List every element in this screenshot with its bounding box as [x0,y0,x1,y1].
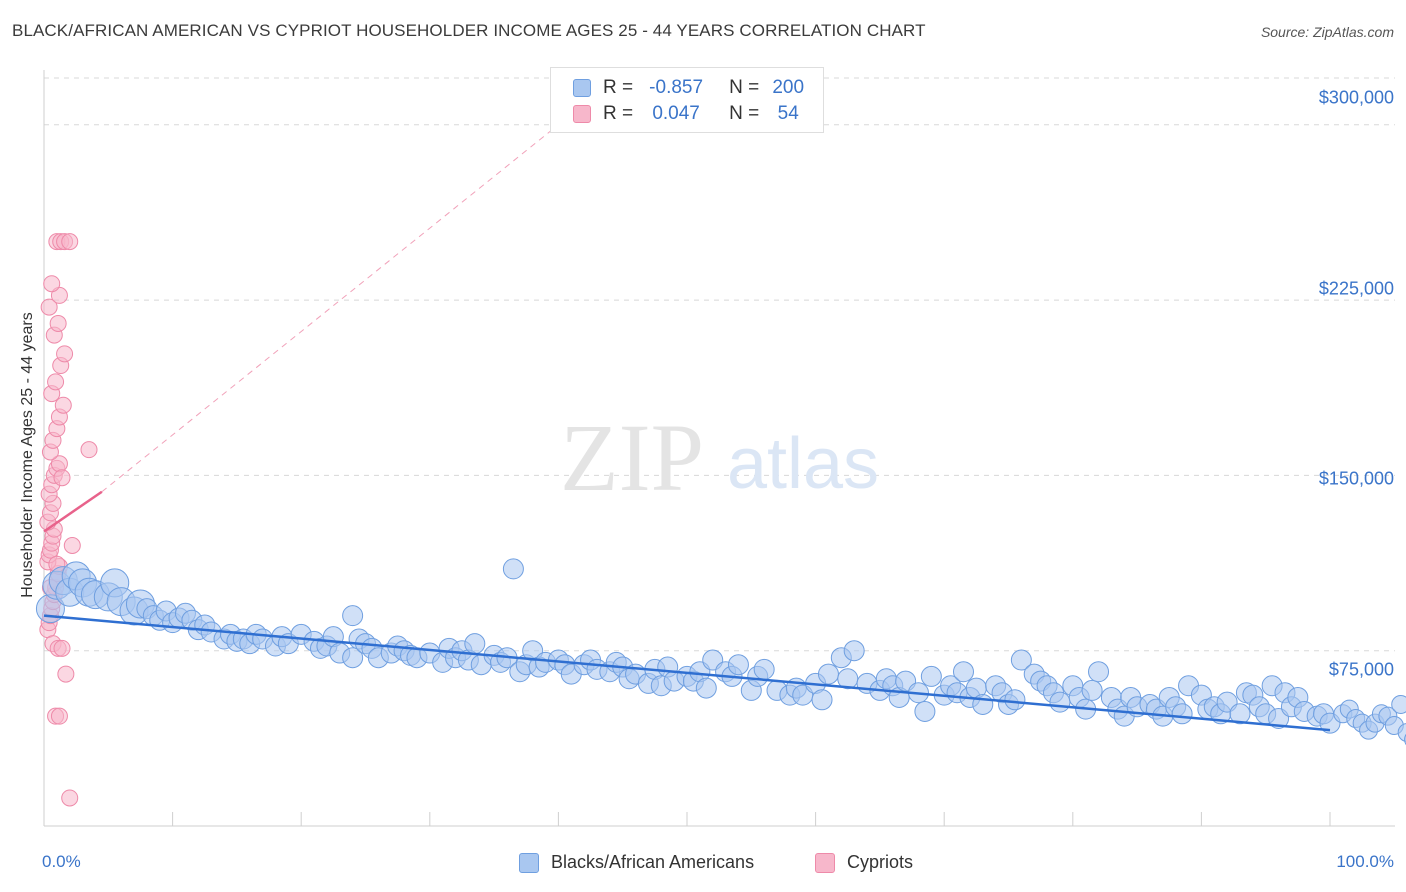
black-point [1229,703,1251,725]
watermark-zip: ZIP [560,404,704,511]
legend-label: Cypriots [847,852,914,872]
black-point [1391,694,1406,714]
cypriot-point [61,233,79,251]
black-point [1397,723,1406,742]
cypriot-point [47,373,65,391]
watermark: ZIP atlas [560,404,879,511]
r-label: R = [603,103,634,124]
cypriot-point [53,469,71,487]
cypriot-point [61,789,79,807]
black-point [914,700,936,722]
blacks-points [35,558,1406,746]
black-point [1010,649,1032,671]
cypriot-point [63,537,81,554]
cypriots-trend-line [43,490,103,533]
legend-item-blacks[interactable]: Blacks/African Americans [519,852,754,873]
y-tick-300000: $300,000 [1318,87,1394,108]
blacks-trend-line [43,614,1331,732]
black-point [1171,703,1193,725]
legend-row-blacks: R = -0.857 N = 200 [573,76,817,100]
black-point [727,654,749,676]
black-point [843,640,865,662]
trend-lines [43,124,1331,732]
series-legend: Blacks/African Americans Cypriots [0,852,1406,876]
watermark-atlas: atlas [727,424,879,504]
cypriot-point [57,665,75,683]
cypriots-trend-extension [101,124,559,493]
black-point [920,665,942,687]
pink-swatch-icon [573,105,591,123]
blue-swatch-icon [573,79,591,97]
black-point [1004,689,1026,711]
black-point [695,677,717,699]
r-value: 0.047 [652,103,700,124]
black-point [811,689,833,711]
cypriot-point [56,345,74,363]
n-value: 200 [772,77,805,98]
black-point [1049,691,1071,713]
cypriots-points [39,233,98,807]
n-value: 54 [777,103,799,124]
black-point [1088,661,1110,683]
y-tick-75000: $75,000 [1328,659,1394,680]
black-point [952,661,974,683]
black-point [1081,679,1103,701]
black-point [342,605,364,627]
x-tick-max: 100.0% [1336,852,1394,871]
cypriot-point [53,639,71,657]
y-tick-225000: $225,000 [1318,278,1394,299]
n-label: N = [729,77,760,98]
chart-title: BLACK/AFRICAN AMERICAN VS CYPRIOT HOUSEH… [12,21,926,40]
legend-label: Blacks/African Americans [551,852,755,872]
legend-item-cypriots[interactable]: Cypriots [815,852,913,873]
grid-lines [44,77,1395,652]
y-axis-label: Householder Income Ages 25 - 44 years [19,312,36,598]
black-point [342,647,364,669]
cypriot-point [43,275,61,293]
black-point [753,658,775,680]
r-value: -0.857 [649,77,704,98]
source-label: Source: ZipAtlas.com [1260,24,1394,40]
cypriot-point [40,298,58,316]
cypriot-point [50,707,68,725]
legend-row-cypriots: R = 0.047 N = 54 [573,102,817,126]
y-tick-150000: $150,000 [1318,468,1394,489]
n-label: N = [729,103,760,124]
cypriot-point [49,314,67,332]
cypriot-point [54,396,72,414]
x-tick-min: 0.0% [42,852,81,871]
cypriot-point [50,286,68,304]
black-point [817,663,839,685]
blue-swatch-icon [519,852,539,873]
correlation-legend: R = -0.857 N = 200 R = 0.047 N = 54 [550,67,824,133]
pink-swatch-icon [815,852,835,873]
cypriot-point [80,441,98,459]
r-label: R = [603,77,634,98]
black-point [502,558,524,580]
black-point [464,633,486,655]
